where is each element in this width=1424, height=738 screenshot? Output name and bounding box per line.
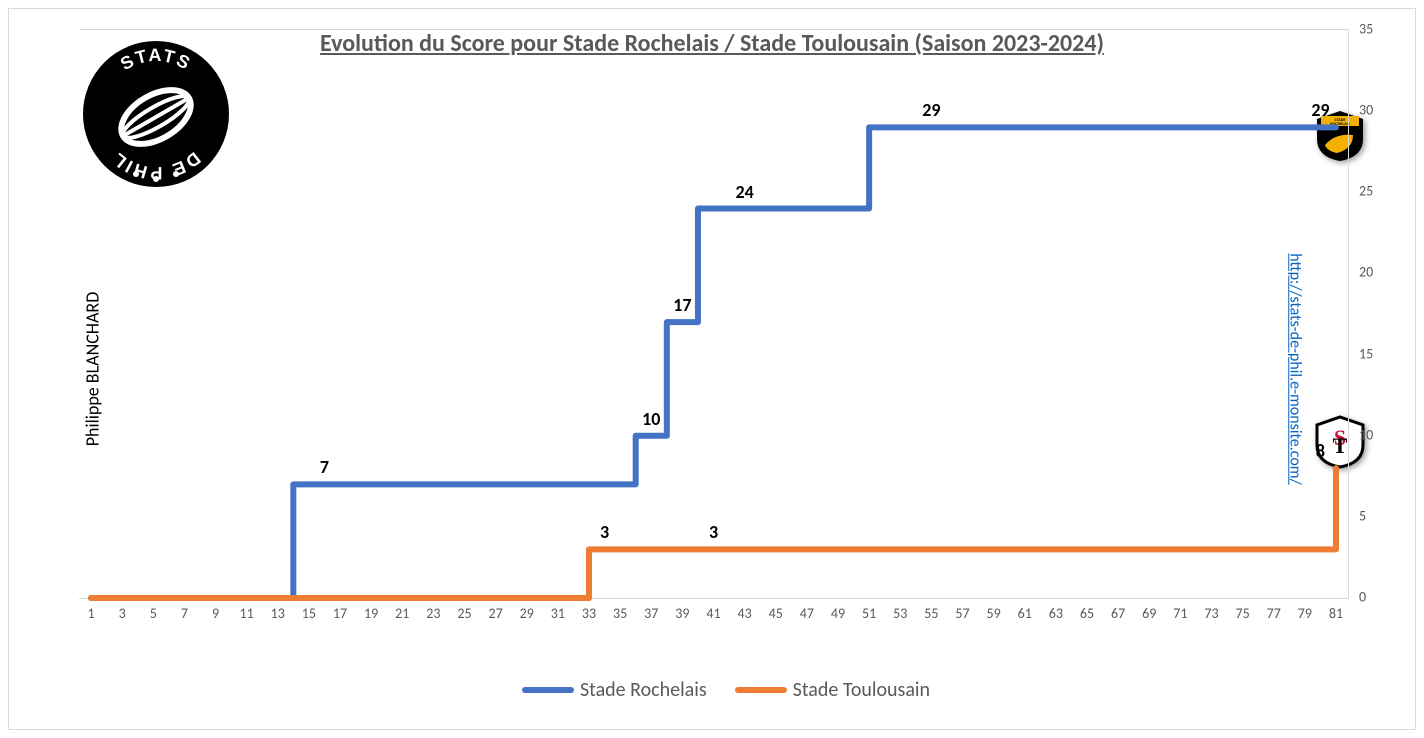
y-tick-label: 15 bbox=[1359, 345, 1373, 362]
x-tick-label: 21 bbox=[395, 605, 409, 622]
x-tick-label: 53 bbox=[893, 605, 907, 622]
chart-legend: Stade Rochelais Stade Toulousain bbox=[9, 677, 1415, 702]
x-tick-label: 29 bbox=[520, 605, 534, 622]
chart-lines bbox=[79, 30, 1348, 598]
x-tick-label: 25 bbox=[457, 605, 471, 622]
data-label: 3 bbox=[709, 521, 718, 543]
data-label: 8 bbox=[1316, 440, 1325, 462]
legend-swatch bbox=[522, 687, 574, 693]
x-tick-label: 65 bbox=[1080, 605, 1094, 622]
plot-area: 7 10 17 24 29 29 3 3 8 bbox=[79, 29, 1349, 599]
y-tick-label: 20 bbox=[1359, 264, 1373, 281]
x-tick-label: 9 bbox=[212, 605, 219, 622]
x-tick-label: 33 bbox=[582, 605, 596, 622]
x-tick-label: 27 bbox=[489, 605, 503, 622]
x-tick-label: 75 bbox=[1236, 605, 1250, 622]
y-tick-label: 0 bbox=[1359, 589, 1366, 606]
data-label: 17 bbox=[673, 294, 691, 316]
x-tick-label: 63 bbox=[1049, 605, 1063, 622]
x-tick-label: 43 bbox=[738, 605, 752, 622]
x-tick-label: 55 bbox=[924, 605, 938, 622]
y-tick-label: 30 bbox=[1359, 102, 1373, 119]
x-axis-labels: 1357911131517192123252729313335373941434… bbox=[79, 605, 1349, 629]
data-label: 7 bbox=[320, 456, 329, 478]
data-label: 10 bbox=[642, 408, 660, 430]
x-tick-label: 57 bbox=[955, 605, 969, 622]
data-label: 3 bbox=[600, 521, 609, 543]
x-tick-label: 69 bbox=[1142, 605, 1156, 622]
y-tick-label: 5 bbox=[1359, 507, 1366, 524]
x-tick-label: 31 bbox=[551, 605, 565, 622]
x-tick-label: 3 bbox=[119, 605, 126, 622]
x-tick-label: 5 bbox=[150, 605, 157, 622]
legend-label: Stade Rochelais bbox=[580, 678, 707, 702]
x-tick-label: 71 bbox=[1173, 605, 1187, 622]
x-tick-label: 39 bbox=[675, 605, 689, 622]
y-tick-label: 35 bbox=[1359, 21, 1373, 38]
x-tick-label: 49 bbox=[831, 605, 845, 622]
data-label: 29 bbox=[1311, 99, 1329, 121]
x-tick-label: 11 bbox=[240, 605, 254, 622]
x-tick-label: 77 bbox=[1267, 605, 1281, 622]
legend-swatch bbox=[735, 687, 787, 693]
x-tick-label: 23 bbox=[426, 605, 440, 622]
x-tick-label: 51 bbox=[862, 605, 876, 622]
x-tick-label: 19 bbox=[364, 605, 378, 622]
x-tick-label: 67 bbox=[1111, 605, 1125, 622]
x-tick-label: 15 bbox=[302, 605, 316, 622]
x-tick-label: 81 bbox=[1329, 605, 1343, 622]
x-tick-label: 79 bbox=[1298, 605, 1312, 622]
x-tick-label: 17 bbox=[333, 605, 347, 622]
data-label: 29 bbox=[922, 99, 940, 121]
x-tick-label: 59 bbox=[987, 605, 1001, 622]
chart-frame: Philippe BLANCHARD http://stats-de-phil.… bbox=[8, 8, 1416, 730]
x-tick-label: 13 bbox=[271, 605, 285, 622]
x-tick-label: 35 bbox=[613, 605, 627, 622]
y-tick-label: 25 bbox=[1359, 183, 1373, 200]
x-tick-label: 45 bbox=[769, 605, 783, 622]
x-tick-label: 47 bbox=[800, 605, 814, 622]
x-tick-label: 1 bbox=[87, 605, 94, 622]
y-axis-labels: 05101520253035 bbox=[1353, 29, 1393, 599]
y-tick-label: 10 bbox=[1359, 426, 1373, 443]
x-tick-label: 37 bbox=[644, 605, 658, 622]
x-tick-label: 61 bbox=[1018, 605, 1032, 622]
data-label: 24 bbox=[736, 181, 754, 203]
x-tick-label: 41 bbox=[706, 605, 720, 622]
x-tick-label: 7 bbox=[181, 605, 188, 622]
x-tick-label: 73 bbox=[1204, 605, 1218, 622]
legend-label: Stade Toulousain bbox=[793, 678, 930, 702]
